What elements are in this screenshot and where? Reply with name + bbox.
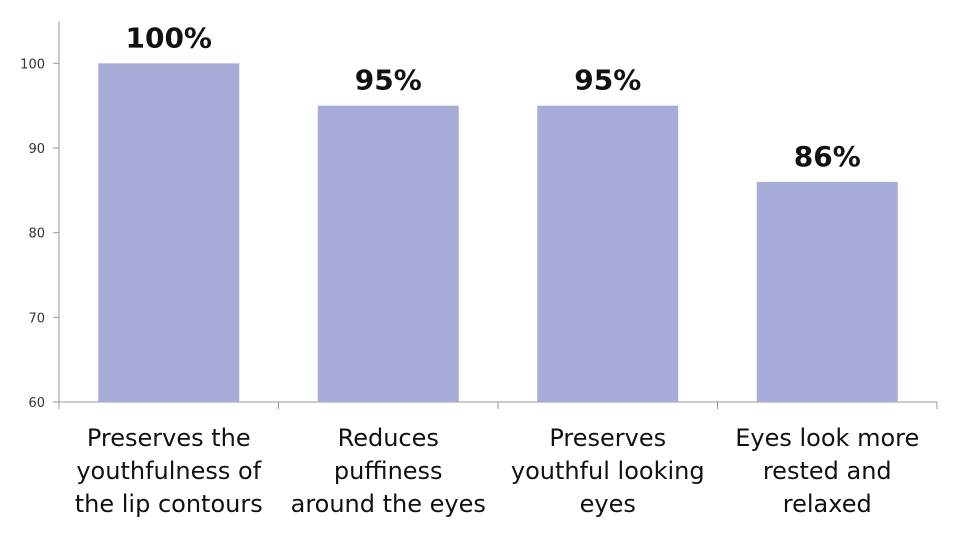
category-label-line: eyes bbox=[580, 490, 636, 518]
bar bbox=[317, 105, 459, 403]
category-label-line: Preserves the bbox=[87, 424, 251, 452]
category-label-line: relaxed bbox=[783, 490, 872, 518]
category-label-line: Eyes look more bbox=[735, 424, 919, 452]
y-tick-label: 100 bbox=[20, 57, 45, 72]
y-tick-label: 60 bbox=[28, 396, 45, 411]
category-label: Eyes look more rested and relaxed bbox=[735, 424, 919, 518]
data-label: 95% bbox=[355, 64, 422, 97]
category-label-line: Preserves bbox=[549, 424, 666, 452]
category-label: Preserves the youthfulness of the lip cont… bbox=[75, 424, 263, 518]
y-tick-label: 80 bbox=[28, 227, 45, 242]
y-tick-label: 90 bbox=[28, 142, 45, 157]
category-label-line: youthful looking bbox=[511, 457, 705, 485]
bars bbox=[98, 63, 898, 403]
bar bbox=[537, 105, 679, 403]
data-labels: 100% 95% 95% 86% bbox=[125, 21, 860, 173]
data-label: 95% bbox=[574, 64, 641, 97]
data-label: 100% bbox=[125, 21, 212, 54]
category-label-line: around the eyes bbox=[291, 490, 486, 518]
y-tick-label: 70 bbox=[28, 311, 45, 326]
category-label-line: puffiness bbox=[334, 457, 443, 485]
category-label-line: rested and bbox=[763, 457, 892, 485]
bar bbox=[98, 63, 240, 402]
category-labels: Preserves the youthfulness of the lip cont… bbox=[75, 424, 919, 518]
data-label: 86% bbox=[794, 140, 861, 173]
category-label-line: Reduces bbox=[338, 424, 439, 452]
category-label: Preserves youthful looking eyes bbox=[511, 424, 705, 518]
category-label: Reduces puffiness around the eyes bbox=[291, 424, 486, 518]
bar bbox=[756, 181, 898, 402]
y-axis: 60 70 80 90 100 bbox=[20, 21, 60, 411]
category-label-line: youthfulness of bbox=[76, 457, 261, 485]
x-axis bbox=[58, 401, 938, 409]
category-label-line: the lip contours bbox=[75, 490, 263, 518]
